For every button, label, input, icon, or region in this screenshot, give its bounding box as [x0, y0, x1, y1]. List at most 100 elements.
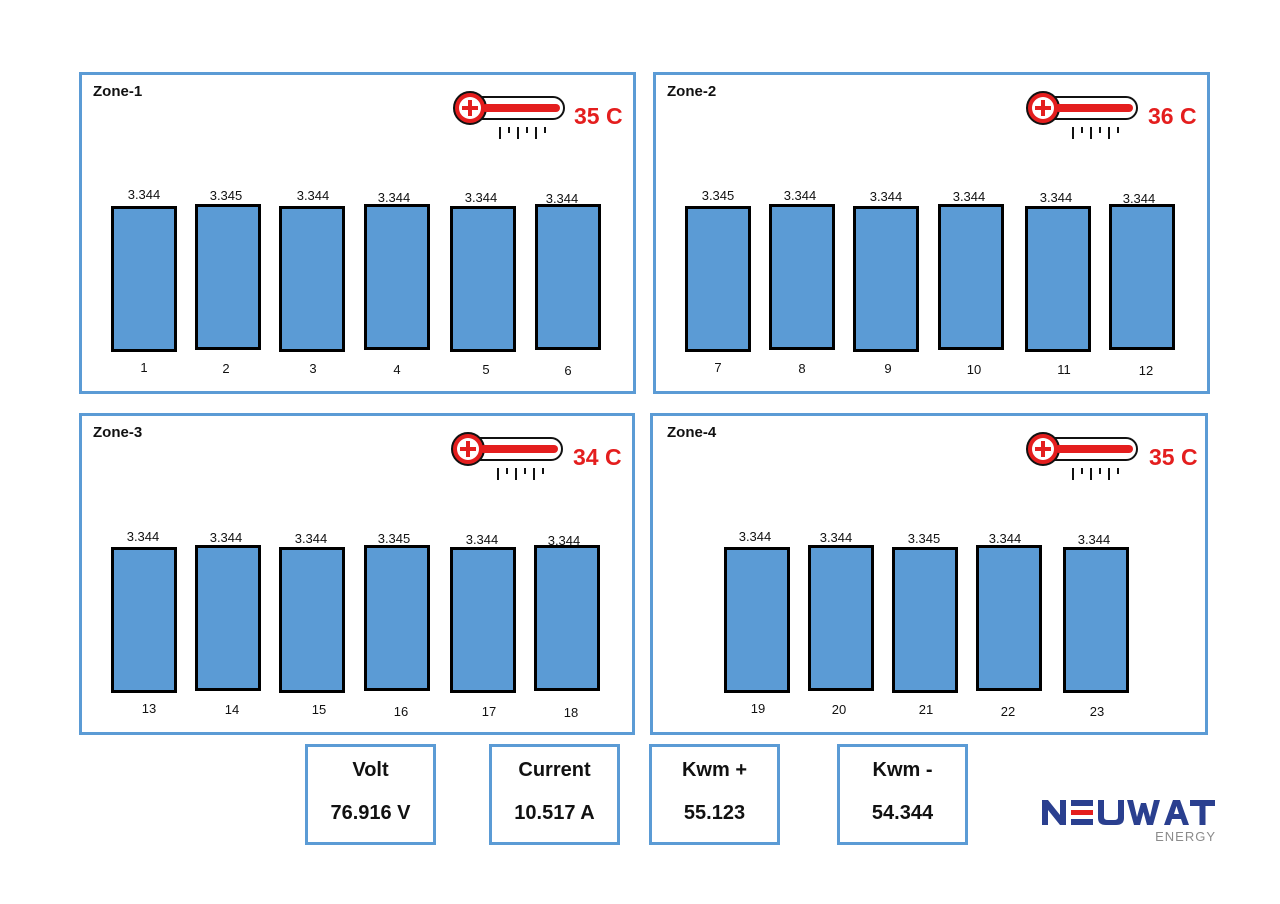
cell-number: 6: [564, 363, 572, 378]
metric-value: 76.916 V: [330, 802, 411, 824]
battery-cell: [279, 206, 345, 352]
cell-voltage: 3.344: [377, 190, 411, 205]
battery-cell: [769, 204, 835, 350]
battery-cell: [450, 206, 516, 352]
cell-voltage: 3.344: [952, 189, 986, 204]
volt-metric-box: Volt 76.916 V: [305, 744, 436, 845]
kwm-minus-metric-box: Kwm - 54.344: [837, 744, 968, 845]
metric-label: Kwm +: [681, 759, 748, 781]
metric-label: Volt: [352, 759, 389, 781]
cell-number: 23: [1089, 704, 1105, 719]
battery-cell: [1025, 206, 1091, 352]
cell-voltage: 3.344: [547, 533, 581, 548]
zone-2-panel: Zone-2 36 C 3.345 7 3.344 8 3.344 9 3.34…: [653, 72, 1210, 394]
zone-3-panel: Zone-3 34 C 3.344 13 3.344 14 3.344 15 3…: [79, 413, 635, 735]
cell-voltage: 3.344: [738, 529, 772, 544]
cell-number: 2: [222, 361, 230, 376]
battery-cell: [853, 206, 919, 352]
battery-cell: [450, 547, 516, 693]
cell-voltage: 3.344: [869, 189, 903, 204]
metric-value: 10.517 A: [514, 802, 595, 824]
cell-number: 16: [393, 704, 409, 719]
cell-voltage: 3.344: [127, 187, 161, 202]
cell-voltage: 3.344: [296, 188, 330, 203]
battery-cell: [1063, 547, 1129, 693]
battery-cell: [535, 204, 601, 350]
thermometer-icon: [1026, 432, 1138, 480]
cell-number: 12: [1138, 363, 1154, 378]
battery-cell: [938, 204, 1004, 350]
current-metric-box: Current 10.517 A: [489, 744, 620, 845]
cell-voltage: 3.344: [545, 191, 579, 206]
thermometer-icon: [453, 91, 565, 139]
cell-number: 10: [966, 362, 982, 377]
cell-voltage: 3.344: [783, 188, 817, 203]
cell-number: 5: [482, 362, 490, 377]
zone-1-panel: Zone-1 35 C 3.344 1 3.345 2 3.344 3 3.34…: [79, 72, 636, 394]
cell-number: 17: [481, 704, 497, 719]
cell-voltage: 3.344: [988, 531, 1022, 546]
cell-voltage: 3.344: [465, 532, 499, 547]
cell-number: 22: [1000, 704, 1016, 719]
metric-label: Kwm -: [872, 759, 933, 781]
metric-value: 54.344: [871, 802, 934, 824]
cell-voltage: 3.345: [907, 531, 941, 546]
battery-cell: [724, 547, 790, 693]
battery-cell: [195, 204, 261, 350]
cell-voltage: 3.344: [1039, 190, 1073, 205]
neuwat-logo: ENERGY: [1040, 797, 1218, 847]
cell-number: 13: [141, 701, 157, 716]
battery-cell: [976, 545, 1042, 691]
logo-subtitle: ENERGY: [1155, 829, 1216, 844]
battery-cell: [111, 206, 177, 352]
cell-voltage: 3.344: [1077, 532, 1111, 547]
cell-voltage: 3.344: [1122, 191, 1156, 206]
cell-number: 20: [831, 702, 847, 717]
cell-number: 4: [393, 362, 401, 377]
cell-voltage: 3.344: [464, 190, 498, 205]
cell-voltage: 3.344: [294, 531, 328, 546]
cell-number: 15: [311, 702, 327, 717]
thermometer-icon: [1026, 91, 1138, 139]
cell-number: 19: [750, 701, 766, 716]
battery-cell: [364, 204, 430, 350]
cell-number: 18: [563, 705, 579, 720]
cell-voltage: 3.344: [819, 530, 853, 545]
cell-number: 9: [884, 361, 892, 376]
battery-cell: [808, 545, 874, 691]
battery-cell: [892, 547, 958, 693]
battery-cell: [195, 545, 261, 691]
battery-cell: [279, 547, 345, 693]
cell-voltage: 3.345: [701, 188, 735, 203]
cell-number: 14: [224, 702, 240, 717]
thermometer-icon: [451, 432, 563, 480]
neuwat-logo-mark: [1042, 800, 1215, 825]
zone-4-panel: Zone-4 35 C 3.344 19 3.344 20 3.345 21 3…: [650, 413, 1208, 735]
cell-number: 11: [1057, 362, 1071, 377]
metric-label: Current: [518, 759, 591, 781]
battery-cell: [1109, 204, 1175, 350]
cell-number: 1: [140, 360, 148, 375]
cell-voltage: 3.345: [209, 188, 243, 203]
zone-title: Zone-2: [667, 83, 717, 100]
zone-temperature: 36 C: [1148, 103, 1197, 129]
cell-voltage: 3.345: [377, 531, 411, 546]
zone-title: Zone-1: [93, 83, 143, 100]
metric-value: 55.123: [683, 802, 746, 824]
zone-title: Zone-3: [93, 424, 143, 441]
zone-temperature: 35 C: [574, 103, 623, 129]
cell-number: 8: [798, 361, 806, 376]
battery-cell: [364, 545, 430, 691]
cell-number: 21: [918, 702, 934, 717]
battery-cell: [534, 545, 600, 691]
zone-temperature: 35 C: [1149, 444, 1198, 470]
zone-temperature: 34 C: [573, 444, 622, 470]
kwm-plus-metric-box: Kwm + 55.123: [649, 744, 780, 845]
battery-cell: [111, 547, 177, 693]
zone-title: Zone-4: [667, 424, 717, 441]
cell-number: 7: [714, 360, 722, 375]
cell-voltage: 3.344: [126, 529, 160, 544]
cell-number: 3: [309, 361, 317, 376]
battery-cell: [685, 206, 751, 352]
cell-voltage: 3.344: [209, 530, 243, 545]
